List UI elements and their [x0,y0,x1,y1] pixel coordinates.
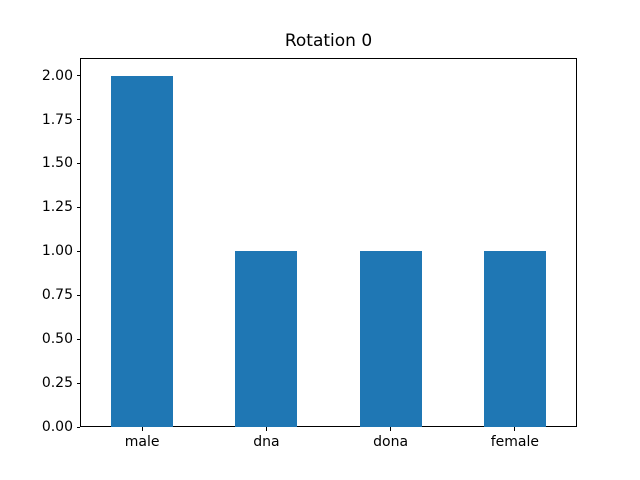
y-tick-mark [76,338,80,340]
y-tick-label: 0.75 [41,287,73,304]
y-tick-label: 0.25 [41,375,73,392]
y-tick-mark [76,382,80,384]
y-tick-mark [76,162,80,164]
y-tick-label: 2.00 [41,67,73,84]
y-tick-label: 1.50 [41,155,73,172]
x-tick-mark [265,427,267,431]
y-tick-mark [76,75,80,77]
chart-title: Rotation 0 [284,31,373,51]
x-tick-mark [514,427,516,431]
x-tick-label: male [124,434,160,450]
y-tick-mark [76,294,80,296]
y-tick-mark [76,426,80,428]
bar-dna [235,251,298,427]
y-tick-label: 0.50 [41,331,73,348]
x-tick-label: female [490,434,540,450]
bar-female [483,251,546,427]
x-tick-mark [141,427,143,431]
x-tick-label: dna [253,434,280,450]
x-tick-mark [390,427,392,431]
x-tick-label: dona [373,434,409,450]
y-tick-label: 0.00 [41,419,73,435]
y-tick-label: 1.00 [41,243,73,260]
bar-male [111,75,174,427]
bar-dona [359,251,422,427]
y-tick-label: 1.75 [41,111,73,128]
y-tick-mark [76,250,80,252]
y-tick-label: 1.25 [41,199,73,216]
y-tick-mark [76,119,80,120]
y-tick-mark [76,206,80,208]
